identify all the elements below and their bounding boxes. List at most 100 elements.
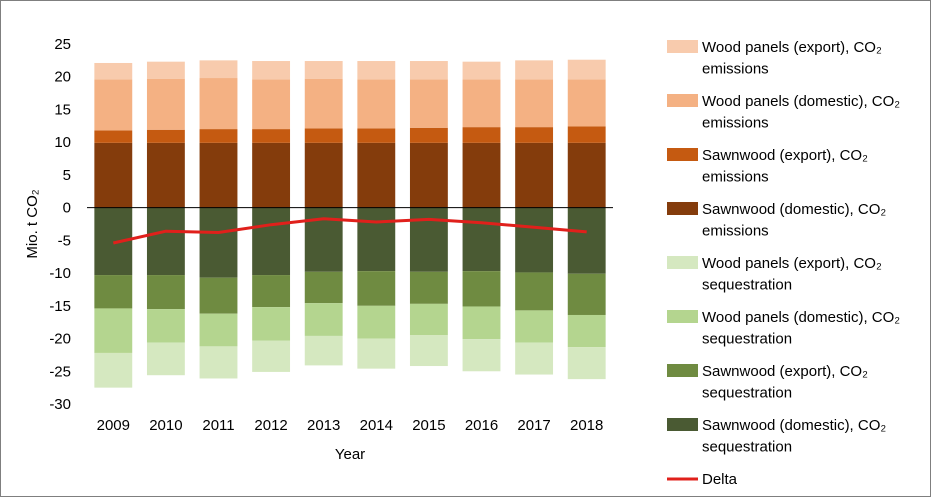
bars-layer (94, 59, 606, 388)
y-tick-label: 10 (54, 134, 71, 151)
bar-segment (462, 271, 501, 307)
y-tick-label: -15 (49, 298, 71, 315)
y-tick-label: 20 (54, 69, 71, 86)
bar-segment (252, 129, 291, 143)
legend-swatch (667, 94, 698, 107)
y-tick-label: -10 (49, 265, 71, 282)
bar-segment (357, 338, 396, 369)
bar-segment (94, 352, 133, 388)
y-axis-title: Mio. t CO₂ (24, 189, 41, 258)
x-axis-ticks: 2009 2010 2011 2012 2013 2014 2015 2016 2017 2018 (97, 417, 604, 434)
bar-segment (94, 79, 133, 131)
bar-segment (515, 60, 554, 80)
bar-segment (94, 275, 133, 309)
y-tick-label: 25 (54, 36, 71, 53)
x-tick-label: 2012 (254, 417, 287, 434)
legend-swatch (667, 310, 698, 323)
bar-segment (199, 142, 238, 208)
bar-segment (409, 61, 448, 80)
x-tick-label: 2015 (412, 417, 445, 434)
x-tick-label: 2014 (360, 417, 393, 434)
x-tick-label: 2017 (517, 417, 550, 434)
legend-label: Sawnwood (domestic), CO₂ sequestration (702, 417, 886, 456)
bar-segment (94, 142, 133, 208)
delta-line-layer (112, 217, 587, 245)
legend-swatch (667, 202, 698, 215)
bar-segment (304, 207, 343, 272)
legend-label: Wood panels (domestic), CO₂ emissions (702, 93, 900, 132)
bar-segment (357, 142, 396, 208)
legend-swatch (667, 256, 698, 269)
bar-segment (462, 79, 501, 128)
bar-segment (462, 61, 501, 80)
bar-segment (146, 342, 185, 376)
bar-segment (252, 207, 291, 276)
bar-segment (462, 127, 501, 143)
bar-segment (199, 60, 238, 79)
bar-segment (146, 207, 185, 276)
legend-swatch (667, 40, 698, 53)
bar-segment (304, 128, 343, 143)
x-tick-label: 2011 (202, 417, 234, 434)
bar-segment (304, 271, 343, 304)
bar-segment (146, 129, 185, 143)
y-tick-label: 0 (63, 200, 71, 217)
bar-segment (252, 142, 291, 208)
bar-segment (94, 130, 133, 143)
bar-segment (357, 128, 396, 143)
bar-segment (146, 142, 185, 208)
bar-segment (252, 79, 291, 130)
bar-segment (252, 340, 291, 372)
bar-segment (409, 335, 448, 367)
bar-segment (357, 271, 396, 306)
bar-segment (199, 78, 238, 130)
bar-segment (462, 339, 501, 372)
bar-segment (304, 78, 343, 129)
legend: Wood panels (export), CO₂ emissions Wood p… (667, 39, 900, 488)
bar-segment (462, 306, 501, 340)
bar-segment (409, 127, 448, 143)
bar-segment (146, 61, 185, 79)
bar-segment (515, 127, 554, 143)
bar-segment (567, 142, 606, 208)
delta-line (112, 217, 587, 245)
bar-segment (567, 126, 606, 143)
legend-swatch (667, 364, 698, 377)
bar-segment (409, 207, 448, 272)
x-axis-title: Year (335, 446, 365, 463)
bar-segment (357, 79, 396, 129)
legend-label: Wood panels (export), CO₂ sequestration (702, 255, 882, 294)
bar-segment (567, 347, 606, 380)
legend-label: Wood panels (export), CO₂ emissions (702, 39, 882, 78)
bar-segment (94, 62, 133, 80)
bar-segment (357, 61, 396, 80)
bar-segment (146, 309, 185, 343)
legend-swatch (667, 148, 698, 161)
x-tick-label: 2018 (570, 417, 603, 434)
bar-segment (409, 142, 448, 208)
bar-segment (304, 61, 343, 79)
legend-label: Sawnwood (export), CO₂ emissions (702, 147, 868, 186)
y-tick-label: 15 (54, 101, 71, 118)
bar-segment (199, 277, 238, 314)
bar-segment (146, 78, 185, 130)
bar-segment (409, 271, 448, 304)
x-tick-label: 2016 (465, 417, 498, 434)
bar-segment (567, 273, 606, 315)
x-tick-label: 2010 (149, 417, 182, 434)
bar-segment (199, 207, 238, 278)
bar-segment (357, 207, 396, 272)
x-tick-label: 2009 (97, 417, 130, 434)
y-tick-label: -25 (49, 363, 71, 380)
y-tick-label: 5 (63, 167, 71, 184)
bar-segment (462, 142, 501, 208)
bar-segment (304, 142, 343, 208)
bar-segment (199, 313, 238, 347)
bar-segment (199, 129, 238, 143)
bar-segment (515, 272, 554, 311)
legend-label: Sawnwood (export), CO₂ sequestration (702, 363, 868, 402)
bar-segment (515, 207, 554, 273)
bar-segment (515, 310, 554, 343)
